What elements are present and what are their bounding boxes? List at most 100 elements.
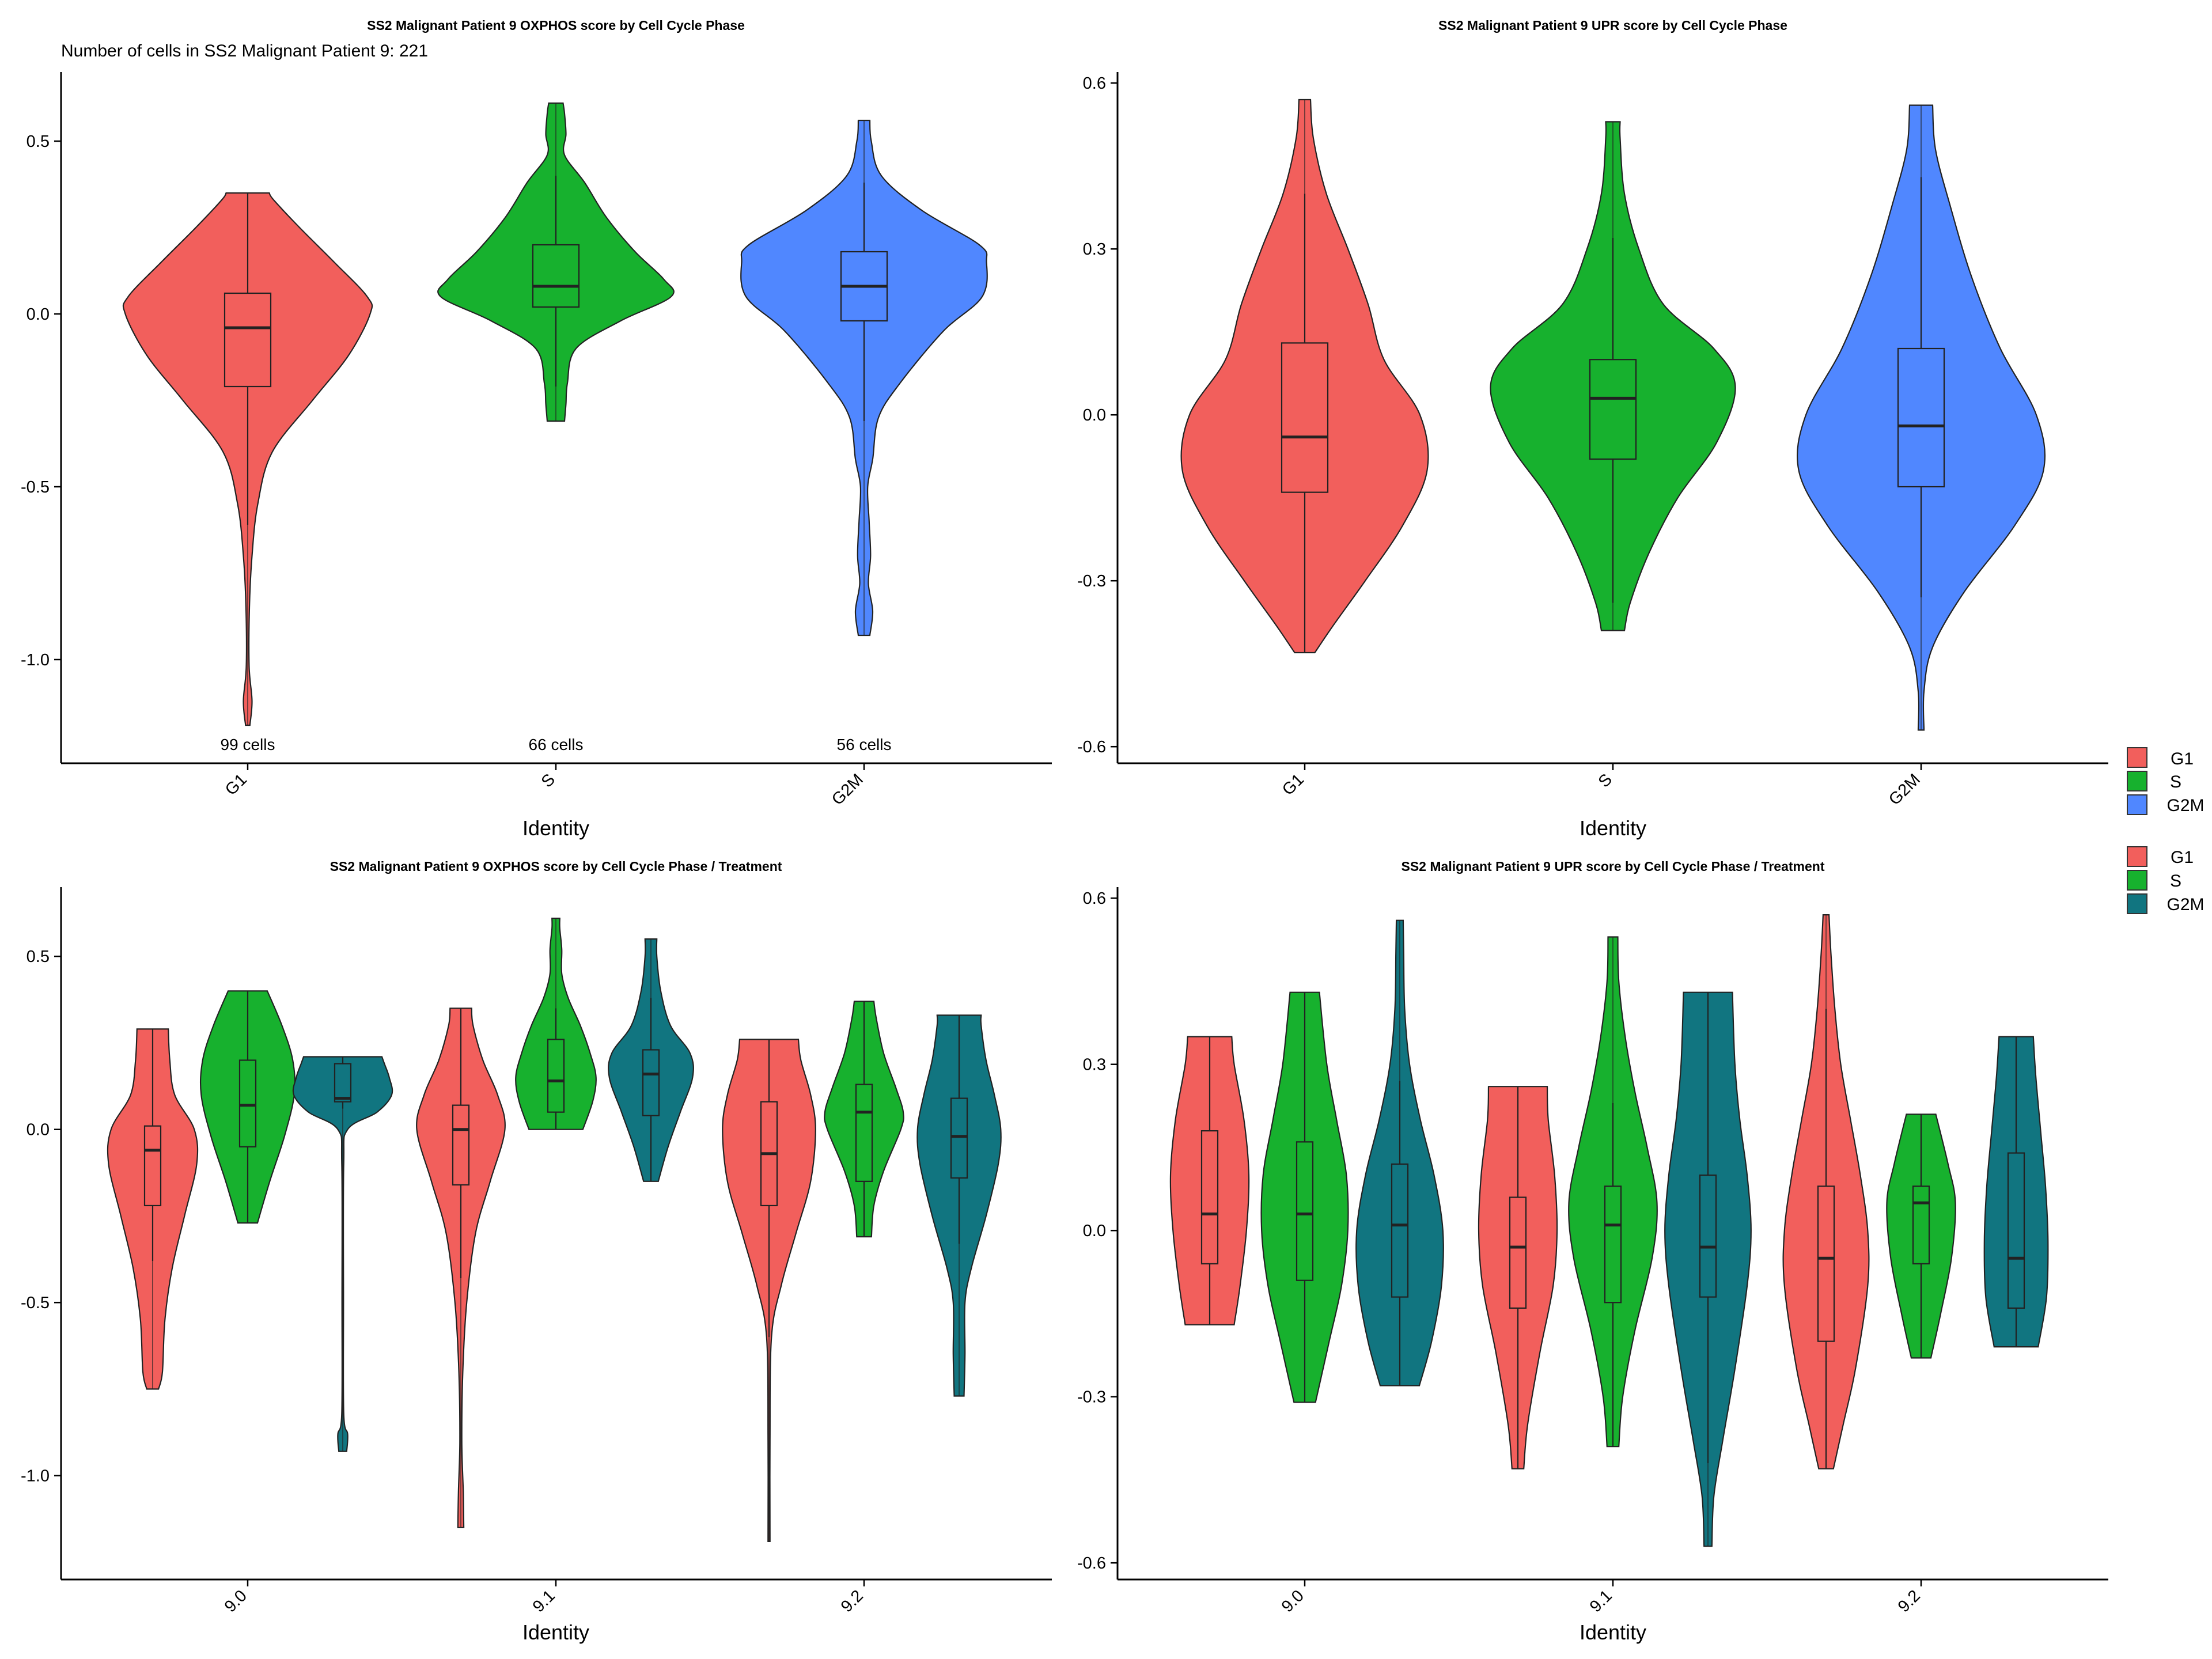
legend-swatch-g1 (2127, 747, 2147, 768)
violin-9.1-G2M (608, 938, 694, 1182)
y-tick-label: 0.0 (26, 305, 50, 324)
y-tick-label: -0.5 (21, 1294, 50, 1312)
panel-title: SS2 Malignant Patient 9 OXPHOS score by … (367, 18, 745, 33)
violin-9.0-G1 (107, 1028, 199, 1390)
violin-9.2-G1 (1782, 914, 1870, 1469)
x-axis-label: Identity (1580, 816, 1646, 840)
violin-9.2-G1 (722, 1039, 816, 1542)
violin-shape (1478, 1086, 1558, 1469)
y-tick-label: -0.3 (1077, 1388, 1106, 1407)
panel-title: SS2 Malignant Patient 9 UPR score by Cel… (1402, 859, 1825, 874)
panel-title: SS2 Malignant Patient 9 UPR score by Cel… (1438, 18, 1787, 33)
cell-count-note: Number of cells in SS2 Malignant Patient… (61, 41, 428, 60)
panel-oxphos-phase: SS2 Malignant Patient 9 OXPHOS score by … (21, 18, 1052, 840)
violin-9.1-G2M (1664, 991, 1752, 1547)
cell-count-label: 56 cells (837, 736, 892, 753)
iqr-box (642, 1049, 660, 1116)
y-tick-label: -0.6 (1077, 1554, 1106, 1573)
y-tick-label: -1.0 (21, 1467, 50, 1486)
y-tick-label: -0.3 (1077, 572, 1106, 590)
iqr-box (1200, 1130, 1219, 1264)
cell-count-label: 99 cells (221, 736, 275, 753)
violin-shape (1180, 99, 1429, 654)
legend-label-s: S (2170, 772, 2181, 791)
violin-shape (199, 990, 296, 1224)
violin-shape (1490, 121, 1736, 631)
iqr-box (1281, 342, 1329, 493)
legend-phase-top: G1 S G2M (2127, 747, 2205, 815)
legend-label-g1: G1 (2171, 848, 2194, 867)
legend-label-s: S (2170, 872, 2181, 891)
panel-oxphos-treatment: SS2 Malignant Patient 9 OXPHOS score by … (21, 859, 1052, 1644)
iqr-box (1604, 1185, 1622, 1304)
y-tick-label: 0.0 (1083, 406, 1106, 425)
cell-count-label: 66 cells (529, 736, 584, 753)
violin-shape (1169, 1036, 1250, 1325)
legend-swatch-g2m (2127, 794, 2147, 815)
iqr-box (238, 1059, 257, 1147)
iqr-box (1509, 1196, 1527, 1309)
y-tick-label: 0.3 (1083, 240, 1106, 259)
violin-9.2-S (1886, 1113, 1956, 1359)
legend-phase-bottom: G1 S G2M (2127, 846, 2205, 914)
violin-shape (1260, 991, 1349, 1403)
panel-upr-treatment: SS2 Malignant Patient 9 UPR score by Cel… (1077, 859, 2108, 1644)
y-tick-label: 0.0 (26, 1121, 50, 1139)
violin-shape (1886, 1113, 1956, 1359)
violin-G2M (740, 119, 988, 637)
violin-shape (1782, 914, 1870, 1469)
iqr-box (334, 1063, 352, 1103)
violin-shape (1664, 991, 1752, 1547)
iqr-box (1912, 1185, 1930, 1264)
legend-label-g2m: G2M (2166, 895, 2204, 914)
legend-swatch-g1 (2127, 846, 2147, 867)
iqr-box (855, 1084, 873, 1182)
legend-label-g2m: G2M (2166, 796, 2204, 815)
violin-9.0-G2M (292, 1056, 393, 1452)
violin-G1 (122, 192, 373, 726)
violin-9.0-G1 (1169, 1036, 1250, 1325)
iqr-box (950, 1097, 968, 1179)
violin-shape (1797, 104, 2046, 731)
violin-S (437, 102, 675, 422)
violin-G1 (1180, 99, 1429, 654)
iqr-box (1391, 1163, 1409, 1298)
y-tick-label: -0.6 (1077, 738, 1106, 756)
iqr-box (1817, 1185, 1835, 1342)
violin-9.2-S (824, 1001, 904, 1238)
violin-shape (1983, 1036, 2049, 1348)
y-tick-label: 0.5 (26, 948, 50, 966)
iqr-box (143, 1125, 162, 1207)
iqr-box (1699, 1174, 1717, 1298)
violin-9.0-S (1260, 991, 1349, 1403)
y-tick-label: -0.5 (21, 478, 50, 497)
violin-G2M (1797, 104, 2046, 731)
violin-shape (437, 102, 675, 422)
iqr-box (1589, 359, 1637, 460)
iqr-box (532, 244, 580, 308)
legend-swatch-g2m (2127, 893, 2147, 914)
iqr-box (452, 1104, 470, 1185)
violin-S (1490, 121, 1736, 631)
y-tick-label: 0.3 (1083, 1056, 1106, 1074)
iqr-box (224, 292, 272, 388)
violin-9.2-G2M (1983, 1036, 2049, 1348)
violin-shape (824, 1001, 904, 1238)
violin-9.1-S (515, 918, 597, 1130)
violin-shape (608, 938, 694, 1182)
violin-9.0-S (199, 990, 296, 1224)
legend-swatch-s (2127, 771, 2147, 791)
y-tick-label: 0.0 (1083, 1222, 1106, 1240)
legend-label-g1: G1 (2171, 749, 2194, 768)
legend-swatch-s (2127, 870, 2147, 891)
iqr-box (547, 1039, 565, 1113)
x-axis-label: Identity (1580, 1620, 1646, 1644)
y-tick-label: 0.6 (1083, 74, 1106, 93)
iqr-box (2007, 1152, 2025, 1309)
panel-title: SS2 Malignant Patient 9 OXPHOS score by … (330, 859, 782, 874)
violin-9.1-G1 (416, 1007, 506, 1528)
violin-9.2-G2M (916, 1014, 1002, 1397)
y-tick-label: -1.0 (21, 651, 50, 669)
y-tick-label: 0.5 (26, 132, 50, 151)
